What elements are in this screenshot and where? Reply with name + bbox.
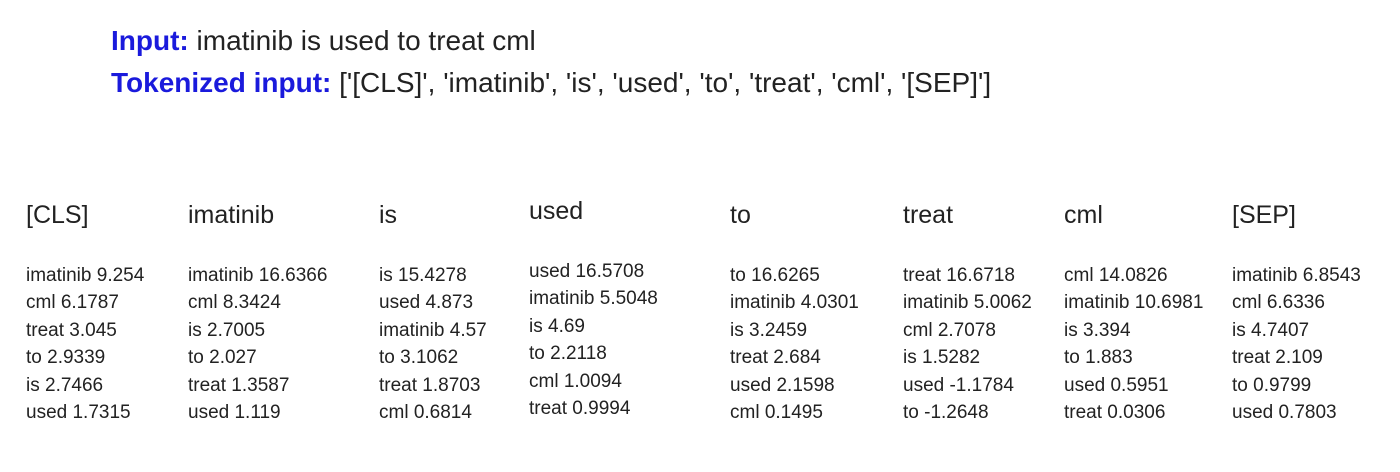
column-title: is: [379, 201, 398, 229]
score-row: is 4.69: [529, 315, 585, 337]
score-row: imatinib 10.6981: [1064, 292, 1204, 314]
score-list: to 16.6265 imatinib 4.0301 is 3.2459 tre…: [730, 262, 859, 426]
token-column-used: used used 16.5708 imatinib 5.5048 is 4.6…: [529, 196, 658, 438]
token-column-treat: treat treat 16.6718 imatinib 5.0062 cml …: [903, 200, 1032, 442]
column-title: imatinib: [188, 201, 275, 229]
score-row: treat 2.684: [730, 347, 821, 369]
score-row: imatinib 4.57: [379, 319, 487, 341]
column-title: cml: [1064, 201, 1103, 229]
score-row: to 2.027: [188, 347, 257, 369]
score-row: treat 1.3587: [188, 374, 290, 396]
tokenized-input-line: Tokenized input: ['[CLS]', 'imatinib', '…: [111, 62, 991, 104]
score-row: treat 2.109: [1232, 347, 1323, 369]
score-list: cml 14.0826 imatinib 10.6981 is 3.394 to…: [1064, 262, 1203, 426]
column-title: [SEP]: [1232, 201, 1296, 229]
score-row: is 4.7407: [1232, 319, 1310, 341]
score-row: is 3.2459: [730, 319, 808, 341]
score-row: used 0.5951: [1064, 374, 1169, 396]
score-row: treat 0.0306: [1064, 402, 1166, 424]
score-row: to 2.9339: [26, 347, 106, 369]
tokenized-input-label: Tokenized input:: [111, 67, 332, 98]
score-row: treat 16.6718: [903, 265, 1015, 286]
score-row: imatinib 6.8543: [1232, 265, 1361, 286]
score-row: imatinib 9.254: [26, 265, 145, 286]
input-line: Input: imatinib is used to treat cml: [111, 20, 991, 62]
score-list: imatinib 9.254 cml 6.1787 treat 3.045 to…: [26, 262, 144, 426]
score-row: is 15.4278: [379, 265, 467, 286]
token-column-cml: cml cml 14.0826 imatinib 10.6981 is 3.39…: [1064, 200, 1203, 442]
score-row: is 2.7466: [26, 374, 104, 396]
score-row: to 0.9799: [1232, 374, 1312, 396]
score-row: to 16.6265: [730, 265, 820, 286]
token-column-cls: [CLS] imatinib 9.254 cml 6.1787 treat 3.…: [26, 200, 144, 442]
column-title: [CLS]: [26, 201, 89, 229]
input-label: Input:: [111, 25, 189, 56]
score-list: imatinib 16.6366 cml 8.3424 is 2.7005 to…: [188, 262, 327, 426]
score-row: is 3.394: [1064, 319, 1131, 341]
score-row: imatinib 5.5048: [529, 288, 658, 310]
score-row: used 16.5708: [529, 261, 645, 282]
score-list: is 15.4278 used 4.873 imatinib 4.57 to 3…: [379, 262, 487, 426]
score-row: to 3.1062: [379, 347, 459, 369]
column-title: to: [730, 201, 751, 229]
score-list: used 16.5708 imatinib 5.5048 is 4.69 to …: [529, 258, 658, 422]
score-row: cml 2.7078: [903, 319, 996, 341]
token-column-is: is is 15.4278 used 4.873 imatinib 4.57 t…: [379, 200, 487, 442]
score-row: to 1.883: [1064, 347, 1133, 369]
token-column-to: to to 16.6265 imatinib 4.0301 is 3.2459 …: [730, 200, 859, 442]
score-row: treat 0.9994: [529, 398, 631, 420]
score-row: used 1.119: [188, 402, 281, 424]
score-row: treat 3.045: [26, 319, 117, 341]
score-row: used 4.873: [379, 292, 474, 314]
score-row: to -1.2648: [903, 402, 989, 424]
score-row: treat 1.8703: [379, 374, 481, 396]
score-row: used 0.7803: [1232, 402, 1337, 424]
score-row: cml 1.0094: [529, 370, 622, 392]
score-row: used 2.1598: [730, 374, 835, 396]
token-column-imatinib: imatinib imatinib 16.6366 cml 8.3424 is …: [188, 200, 327, 442]
score-row: imatinib 5.0062: [903, 292, 1032, 314]
score-row: imatinib 4.0301: [730, 292, 859, 314]
score-row: is 2.7005: [188, 319, 266, 341]
column-title: used: [529, 197, 584, 225]
score-row: cml 6.1787: [26, 292, 119, 314]
score-row: to 2.2118: [529, 343, 607, 365]
score-row: cml 6.6336: [1232, 292, 1325, 314]
header: Input: imatinib is used to treat cml Tok…: [111, 20, 991, 104]
score-row: used -1.1784: [903, 374, 1014, 396]
tokenized-input-value: ['[CLS]', 'imatinib', 'is', 'used', 'to'…: [339, 67, 992, 98]
score-row: imatinib 16.6366: [188, 265, 328, 286]
input-value: imatinib is used to treat cml: [196, 25, 536, 56]
score-row: cml 0.1495: [730, 402, 823, 424]
token-column-sep: [SEP] imatinib 6.8543 cml 6.6336 is 4.74…: [1232, 200, 1361, 442]
column-title: treat: [903, 201, 954, 229]
score-row: cml 14.0826: [1064, 265, 1168, 286]
score-list: treat 16.6718 imatinib 5.0062 cml 2.7078…: [903, 262, 1032, 426]
score-row: cml 8.3424: [188, 292, 281, 314]
score-row: is 1.5282: [903, 347, 981, 369]
score-row: used 1.7315: [26, 402, 131, 424]
score-list: imatinib 6.8543 cml 6.6336 is 4.7407 tre…: [1232, 262, 1361, 426]
score-row: cml 0.6814: [379, 402, 472, 424]
